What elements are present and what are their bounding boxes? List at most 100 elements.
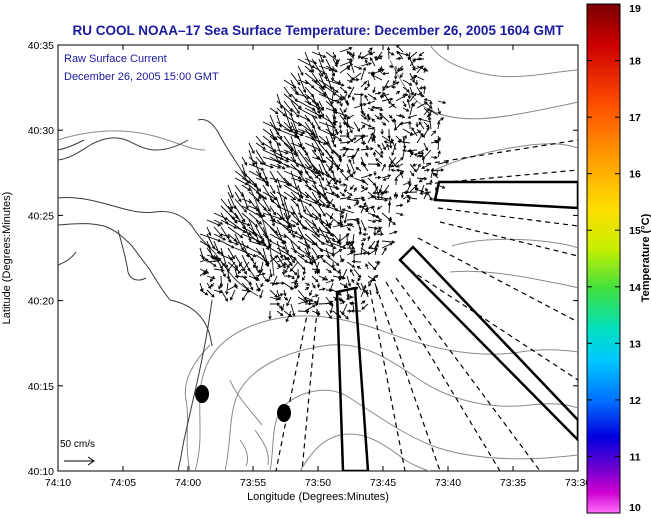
current-vector <box>269 156 290 168</box>
current-vector-head <box>275 281 280 286</box>
current-vector <box>297 219 305 230</box>
current-vector-head <box>262 213 266 218</box>
current-vector-head <box>404 92 409 97</box>
current-vector-head <box>375 158 379 162</box>
current-vector-head <box>414 188 419 192</box>
current-vector-head <box>305 194 310 199</box>
current-vector <box>416 133 424 144</box>
current-vector <box>339 47 352 53</box>
current-vector-head <box>360 135 365 140</box>
current-vector-head <box>211 294 215 298</box>
current-vector-head <box>372 191 376 195</box>
current-vector-head <box>383 140 388 144</box>
current-vector <box>332 268 341 274</box>
current-vector <box>213 219 223 225</box>
current-vector <box>402 181 411 186</box>
current-vector-head <box>234 265 238 269</box>
colorbar-ticks: 19 18 17 16 15 14 13 12 11 10 <box>587 3 641 514</box>
current-vector-head <box>377 68 382 73</box>
y-tick-label: 40:20 <box>28 296 54 308</box>
current-vector <box>285 310 292 322</box>
current-vector <box>262 170 268 180</box>
current-vector-head <box>362 141 367 146</box>
current-vector-head <box>265 182 270 187</box>
current-vector <box>262 212 283 220</box>
current-vector <box>372 214 383 221</box>
survey-boxes <box>335 180 578 471</box>
current-vector-head <box>437 137 441 142</box>
current-vector-head <box>292 85 297 89</box>
current-vector <box>227 284 237 291</box>
current-vector-head <box>351 54 356 58</box>
current-vector <box>374 244 379 256</box>
current-vector <box>311 149 320 160</box>
current-vector <box>409 170 415 177</box>
current-vector-head <box>372 151 377 156</box>
current-vector-head <box>289 148 294 152</box>
current-vector <box>314 261 320 274</box>
current-vector-head <box>244 182 249 186</box>
current-vector-head <box>390 52 395 56</box>
current-vector <box>361 179 369 186</box>
current-vector-head <box>343 116 347 121</box>
current-vector <box>372 86 376 93</box>
current-vector-head <box>407 148 412 153</box>
current-vector-head <box>429 100 433 105</box>
current-vector-head <box>391 85 395 89</box>
current-vector <box>297 247 315 260</box>
current-vector <box>213 233 226 241</box>
current-vector-head <box>341 301 346 305</box>
current-vector <box>283 219 296 227</box>
current-vector-head <box>382 91 386 96</box>
current-vector-head <box>372 266 377 271</box>
current-vector <box>330 212 334 219</box>
current-vector-head <box>302 271 306 276</box>
current-vector <box>283 142 293 152</box>
current-vector <box>325 149 339 168</box>
current-vector-head <box>417 150 421 154</box>
current-vector <box>346 218 360 221</box>
current-vector-head <box>300 132 304 137</box>
current-vector-head <box>254 161 258 165</box>
current-vector-head <box>322 192 327 197</box>
current-vector <box>346 296 355 300</box>
current-vector <box>259 289 264 298</box>
current-vector-head <box>295 222 300 226</box>
current-vector-head <box>361 196 365 200</box>
current-vector-head <box>341 193 346 197</box>
current-vector <box>381 135 393 144</box>
current-vector-head <box>371 138 375 143</box>
current-vector <box>276 93 283 109</box>
colorbar-tick-label: 15 <box>629 225 641 237</box>
current-vector <box>377 144 383 151</box>
current-vector <box>432 172 439 179</box>
current-vector <box>332 51 336 58</box>
current-vector <box>318 79 339 93</box>
current-vector <box>325 114 338 132</box>
current-vector-head <box>402 148 406 152</box>
current-vector <box>311 275 319 283</box>
current-vector-head <box>343 189 348 193</box>
current-vector-head <box>310 69 315 74</box>
current-vector <box>242 261 250 272</box>
current-vector <box>381 98 393 102</box>
current-vector <box>367 247 378 250</box>
current-vector-head <box>374 274 379 279</box>
current-vector-head <box>363 80 368 85</box>
current-vector <box>318 65 332 71</box>
current-vector <box>409 76 416 81</box>
colorbar-tick-label: 11 <box>629 451 640 463</box>
current-vector <box>290 285 297 291</box>
current-vector-head <box>260 283 264 288</box>
current-vector-head <box>298 178 303 183</box>
current-vector <box>269 240 286 250</box>
current-vector-head <box>251 150 255 155</box>
current-vector-head <box>243 209 248 213</box>
current-vector-head <box>334 63 338 68</box>
current-vector-head <box>376 261 380 265</box>
current-vector <box>388 231 397 235</box>
current-vector <box>255 163 261 176</box>
current-vector <box>199 254 217 267</box>
current-vector-head <box>412 67 416 71</box>
current-vector-head <box>309 292 313 297</box>
